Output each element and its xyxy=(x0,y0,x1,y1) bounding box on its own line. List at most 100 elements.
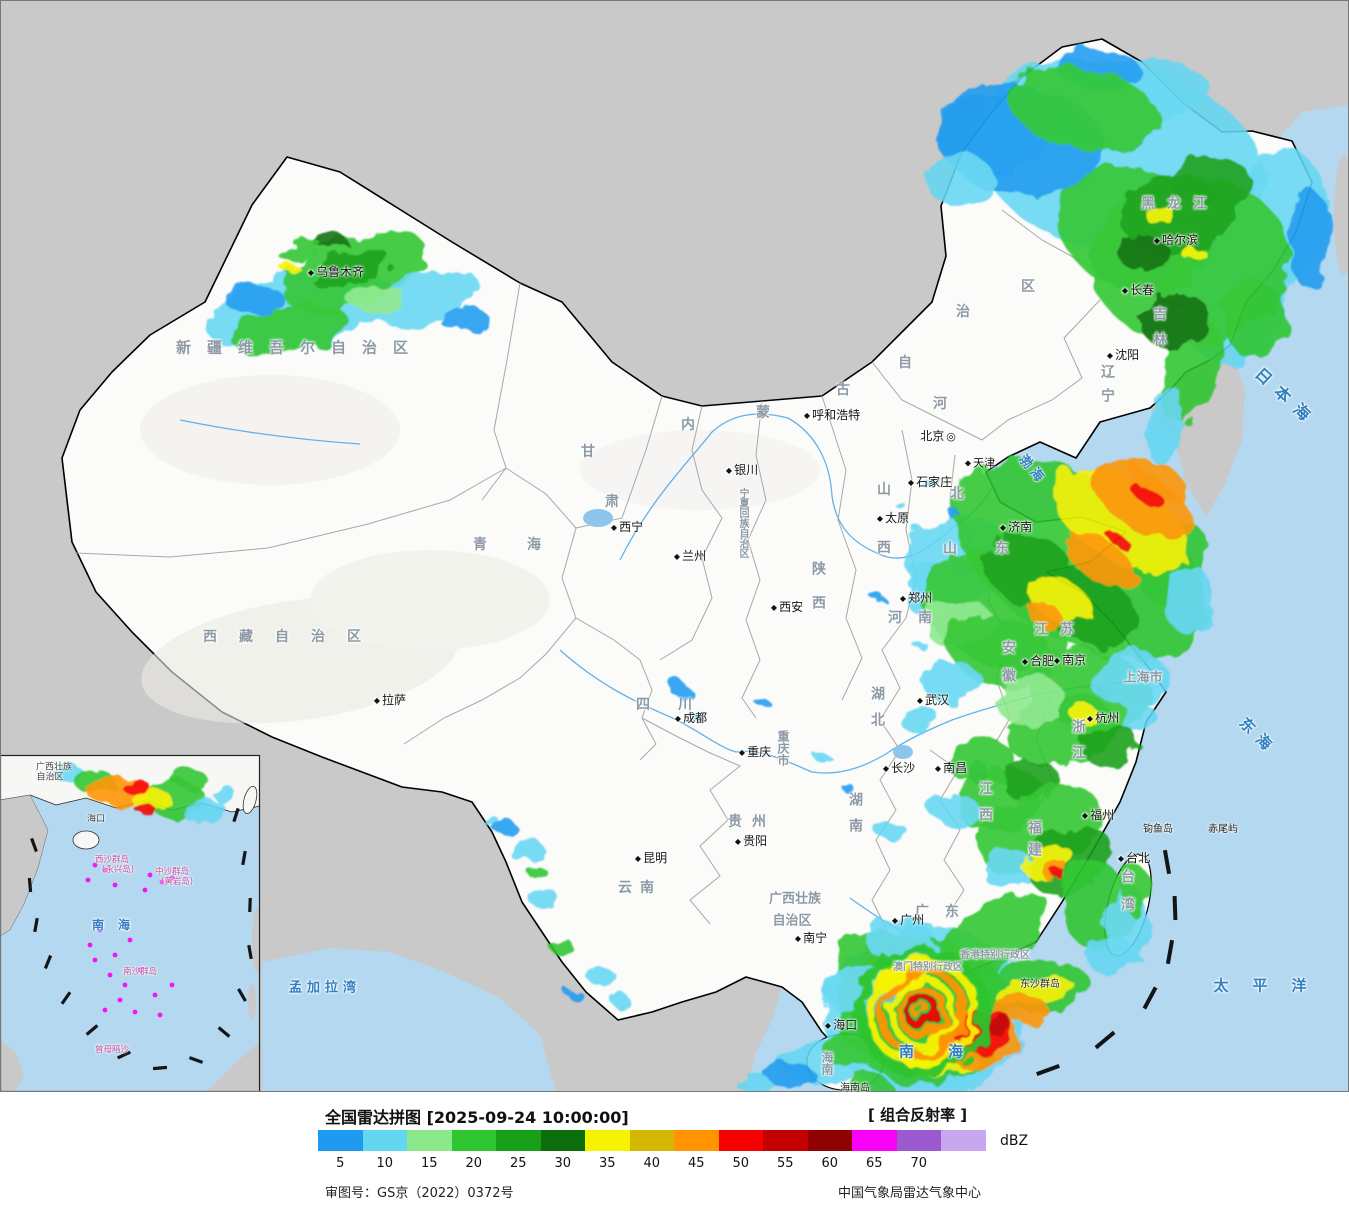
radar-echo xyxy=(930,795,980,825)
island-dot xyxy=(157,1012,163,1018)
radar-echo xyxy=(1053,871,1067,879)
radar-echo xyxy=(895,502,905,508)
scale-swatch xyxy=(318,1130,363,1151)
radar-echo xyxy=(1120,705,1160,735)
radar-echo xyxy=(230,305,350,355)
scale-tick: 30 xyxy=(554,1156,572,1171)
island-dot xyxy=(137,967,143,973)
radar-echo xyxy=(278,238,322,262)
radar-echo xyxy=(548,937,572,953)
radar-echo xyxy=(670,684,690,696)
typhoon-ring xyxy=(912,1002,932,1022)
radar-echo xyxy=(874,596,886,604)
radar-echo xyxy=(482,815,498,825)
radar-echo xyxy=(493,820,517,836)
island-dot xyxy=(97,927,103,933)
inset-echo-layer xyxy=(55,766,237,825)
scale-swatch xyxy=(496,1130,541,1151)
boundary-dash xyxy=(33,917,39,933)
radar-echo xyxy=(812,750,828,760)
inset-philippines xyxy=(252,908,260,972)
radar-echo xyxy=(1145,385,1185,465)
boundary-dash xyxy=(116,1050,132,1060)
typhoon-ring xyxy=(904,994,940,1030)
scale-tick: 50 xyxy=(732,1156,750,1171)
japan-land xyxy=(1334,155,1349,275)
boundary-dash xyxy=(217,1026,231,1038)
boundary-dash xyxy=(27,877,33,893)
island-dot xyxy=(87,942,93,948)
scale-tick: 70 xyxy=(910,1156,928,1171)
typhoon-ring xyxy=(886,976,958,1048)
legend-panel: 全国雷达拼图 [2025-09-24 10:00:00] [ 组合反射率 ] d… xyxy=(0,1092,1349,1208)
radar-echo xyxy=(1290,190,1330,290)
boundary-dash xyxy=(241,850,247,866)
map-title: 全国雷达拼图 [2025-09-24 10:00:00] xyxy=(325,1108,629,1127)
terrain-shading xyxy=(140,375,820,724)
radar-echo xyxy=(844,786,856,794)
scale-tick: 15 xyxy=(420,1156,438,1171)
radar-echo xyxy=(132,789,172,811)
radar-echo xyxy=(1026,601,1064,629)
chiwei-island-dot xyxy=(1210,828,1214,832)
scale-swatch xyxy=(585,1130,630,1151)
inset-island-dots xyxy=(85,862,175,1018)
radar-echo xyxy=(1010,68,1160,152)
scale-tick: 65 xyxy=(865,1156,883,1171)
inset-taiwan xyxy=(242,785,258,815)
island-dot xyxy=(85,877,91,883)
scale-ticks: 5 10 15 20 25 30 35 40 45 50 55 60 65 70 xyxy=(318,1156,941,1171)
scale-swatch xyxy=(941,1130,986,1151)
boundary-dash xyxy=(85,1024,99,1036)
scale-swatch xyxy=(718,1130,764,1151)
ocean xyxy=(746,105,1349,1092)
radar-echo xyxy=(1080,723,1140,767)
radar-echo xyxy=(183,799,227,825)
radar-echo xyxy=(121,778,149,794)
scale-swatch xyxy=(407,1130,452,1151)
island-dot xyxy=(147,872,153,878)
radar-echo xyxy=(1071,706,1099,724)
island-dot xyxy=(169,982,175,988)
radar-echo xyxy=(172,770,208,790)
radar-echo xyxy=(283,265,301,275)
boundary-dash xyxy=(1036,1064,1060,1076)
scale-swatch xyxy=(540,1130,586,1151)
scale-tick: 40 xyxy=(643,1156,661,1171)
scale-tick: 20 xyxy=(465,1156,483,1171)
radar-echo xyxy=(1133,459,1187,501)
dash-line-main xyxy=(1036,849,1178,1076)
radar-echo xyxy=(692,713,708,723)
island-dot xyxy=(159,879,165,885)
scale-swatch xyxy=(451,1130,497,1151)
radar-echo xyxy=(586,966,614,984)
scale-swatch xyxy=(674,1130,719,1151)
scale-tick: 10 xyxy=(376,1156,394,1171)
radar-echo xyxy=(1140,290,1210,350)
typhoon-ring xyxy=(895,985,949,1039)
boundary-dash xyxy=(232,807,240,823)
inset-philippines-2 xyxy=(248,984,256,1020)
radar-echo xyxy=(1064,532,1136,588)
island-dot xyxy=(112,952,118,958)
map-canvas: 新疆维吾尔自治区 西藏自治区 青海甘肃内蒙古自治区宁夏回族自治区 陕西山西河北山东 河南… xyxy=(0,0,1349,1094)
approval-number: 审图号：GS京（2022）0372号 xyxy=(325,1186,514,1201)
radar-echo xyxy=(753,696,767,704)
island-dot xyxy=(92,957,98,963)
island-dot xyxy=(107,972,113,978)
scale-tick: 60 xyxy=(821,1156,839,1171)
island-dot xyxy=(127,937,133,943)
nine-dash-line xyxy=(27,807,253,1071)
typhoon-ring xyxy=(855,945,989,1079)
color-scale xyxy=(318,1130,986,1151)
boundary-dash xyxy=(1172,895,1178,921)
scale-tick: 25 xyxy=(509,1156,527,1171)
island-dot xyxy=(142,887,148,893)
island-dot xyxy=(152,992,158,998)
province-borders xyxy=(74,209,1203,973)
inset-hainan xyxy=(72,830,100,850)
radar-echo xyxy=(1120,237,1170,273)
island-dot xyxy=(102,1007,108,1013)
radar-echo xyxy=(737,1076,773,1092)
